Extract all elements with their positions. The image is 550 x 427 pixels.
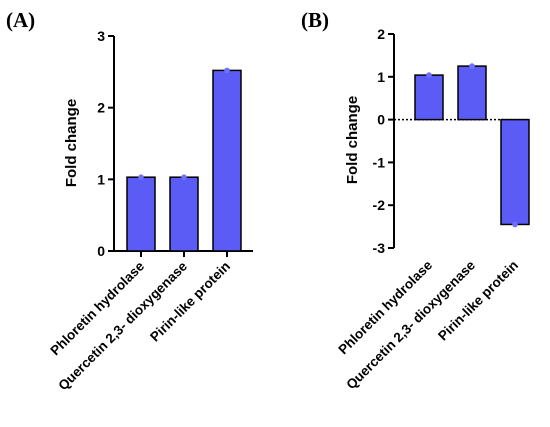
b-y-tick-label: 0: [377, 112, 385, 128]
panel-b-bars: [414, 63, 530, 228]
a-y-tick-label: 3: [97, 28, 105, 44]
a-bar: [169, 176, 199, 252]
a-bar: [126, 176, 156, 252]
panel-b: (B) Fold change -3 -2 -1 0 1 2 Phloretin hydr…: [301, 8, 530, 392]
a-data-point: [181, 174, 187, 180]
b-data-point: [512, 221, 518, 228]
panel-a-bars: [126, 67, 242, 252]
b-bar: [500, 118, 530, 226]
b-y-tick-label: 2: [377, 26, 385, 42]
b-bar: [414, 74, 444, 121]
b-y-tick-label: -2: [373, 197, 386, 213]
a-data-point: [224, 67, 230, 74]
b-y-tick-label: -3: [373, 240, 386, 256]
b-data-point: [469, 63, 475, 69]
b-category-label: Pirin-like protein: [435, 258, 521, 344]
a-bar: [212, 69, 242, 252]
b-y-tick-label: 1: [377, 69, 385, 85]
a-data-point: [138, 174, 144, 180]
panel-b-label: (B): [301, 8, 329, 32]
panel-b-y-axis-title: Fold change: [344, 96, 361, 184]
b-y-tick-label: -1: [373, 154, 386, 170]
b-bar: [457, 65, 487, 121]
a-y-tick-label: 0: [97, 243, 105, 259]
panel-a: (A) Fold change 0 1 2 3 Phloretin hydrolase…: [6, 8, 253, 393]
panel-a-y-axis-title: Fold change: [63, 99, 80, 187]
panel-a-label: (A): [6, 8, 35, 32]
b-data-point: [426, 72, 432, 78]
a-y-tick-label: 2: [97, 100, 105, 116]
a-category-label: Pirin-like protein: [147, 259, 233, 345]
a-y-tick-label: 1: [97, 171, 105, 187]
